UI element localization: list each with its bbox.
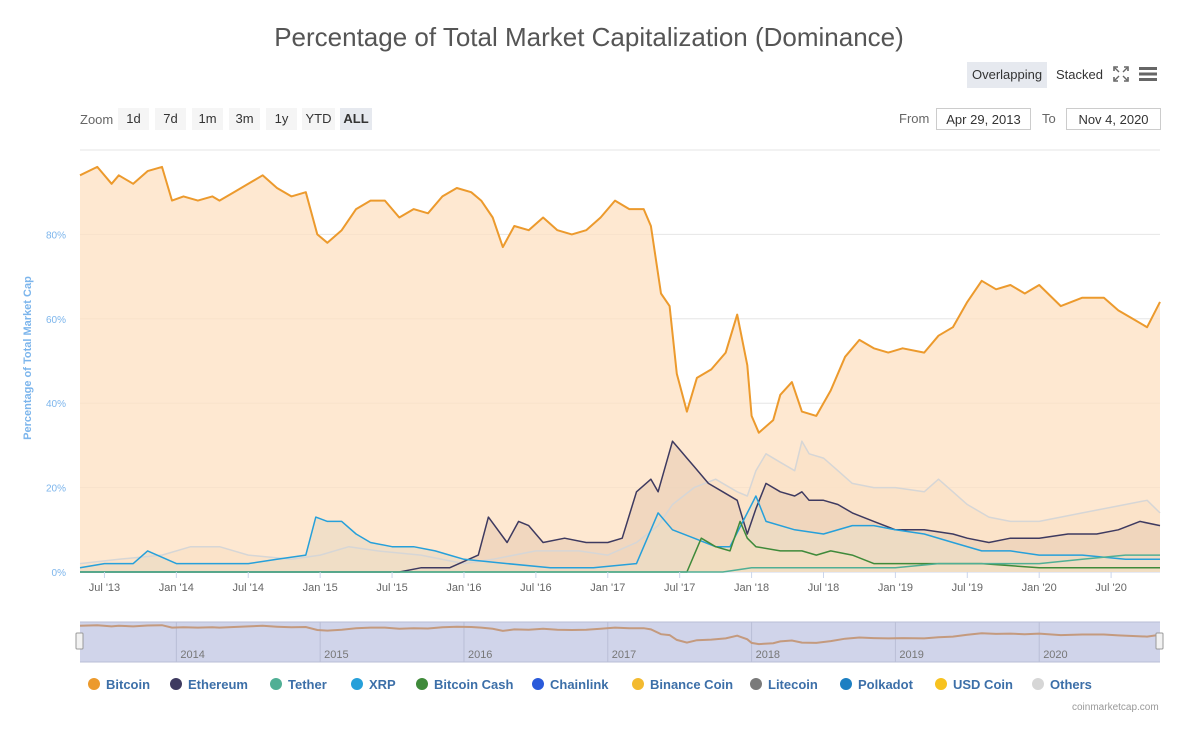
- legend-dot-icon: [532, 678, 544, 690]
- zoom-3m-button[interactable]: 3m: [229, 108, 260, 130]
- navigator-year-label: 2016: [468, 649, 492, 661]
- others-line: [79, 440, 1161, 565]
- legend-label: USD Coin: [953, 677, 1013, 692]
- navigator-left-handle[interactable]: [75, 632, 84, 650]
- legend-dot-icon: [270, 678, 282, 690]
- navigator-year-label: 2019: [899, 649, 923, 661]
- legend-label: XRP: [369, 677, 396, 692]
- zoom-label: Zoom: [80, 112, 114, 127]
- y-tick-label: 20%: [46, 484, 66, 495]
- x-tick-label: Jul '16: [520, 582, 551, 594]
- y-tick-label: 60%: [46, 315, 66, 326]
- legend-label: Bitcoin Cash: [434, 677, 514, 692]
- legend-label: Tether: [288, 677, 327, 692]
- bitcoin-area: [80, 166, 1160, 572]
- navigator-year-label: 2020: [1043, 649, 1067, 661]
- x-tick-label: Jan '15: [303, 582, 338, 594]
- x-tick-label: Jan '16: [446, 582, 481, 594]
- source-credit[interactable]: coinmarketcap.com: [1072, 702, 1159, 713]
- zoom-all-button[interactable]: ALL: [340, 108, 372, 130]
- xrp-line: [79, 495, 1160, 569]
- series-areas: [80, 166, 1160, 572]
- y-axis-ticks: 0% 20% 40% 60% 80%: [46, 230, 66, 579]
- y-axis-title: Percentage of Total Market Cap: [22, 276, 34, 440]
- x-tick-label: Jan '17: [590, 582, 625, 594]
- legend-label: Litecoin: [768, 677, 818, 692]
- legend-item-others[interactable]: Others: [1032, 677, 1092, 692]
- legend-label: Ethereum: [188, 677, 248, 692]
- range-navigator[interactable]: 2014 2015 2016 2017 2018 2019 2020: [0, 620, 1192, 670]
- x-tick-label: Jan '14: [159, 582, 194, 594]
- legend-item-bitcoin[interactable]: Bitcoin: [88, 677, 150, 692]
- legend-item-binance-coin[interactable]: Binance Coin: [632, 677, 733, 692]
- ethereum-line: [80, 440, 1161, 573]
- legend-item-chainlink[interactable]: Chainlink: [532, 677, 609, 692]
- navigator-year-label: 2018: [756, 649, 780, 661]
- legend-label: Bitcoin: [106, 677, 151, 692]
- navigator-year-label: 2017: [612, 649, 636, 661]
- x-tick-label: Jul '14: [233, 582, 264, 594]
- legend-label: Polkadot: [858, 677, 913, 692]
- legend-item-bitcoin-cash[interactable]: Bitcoin Cash: [416, 677, 513, 692]
- x-axis-ticks: Jul '13 Jan '14 Jul '14 Jan '15 Jul '15 Jan '…: [89, 572, 1127, 594]
- legend-item-ethereum[interactable]: Ethereum: [170, 677, 248, 692]
- navigator-year-label: 2014: [180, 649, 204, 661]
- series-lines: [79, 165, 1161, 573]
- legend-dot-icon: [1032, 678, 1044, 690]
- zoom-1d-button[interactable]: 1d: [118, 108, 149, 130]
- navigator-year-label: 2015: [324, 649, 348, 661]
- x-tick-label: Jul '18: [808, 582, 839, 594]
- from-date-input[interactable]: Apr 29, 2013: [936, 108, 1031, 130]
- legend-dot-icon: [416, 678, 428, 690]
- navigator-years: 2014 2015 2016 2017 2018 2019 2020: [175, 622, 1068, 662]
- legend-dot-icon: [632, 678, 644, 690]
- x-tick-label: Jan '20: [1022, 582, 1057, 594]
- tether-line: [80, 554, 1160, 573]
- navigator-bitcoin-line: [79, 624, 1161, 646]
- legend-dot-icon: [750, 678, 762, 690]
- zoom-1m-button[interactable]: 1m: [192, 108, 223, 130]
- to-date-input[interactable]: Nov 4, 2020: [1066, 108, 1161, 130]
- x-tick-label: Jul '17: [664, 582, 695, 594]
- legend-item-polkadot[interactable]: Polkadot: [840, 677, 913, 692]
- legend-dot-icon: [935, 678, 947, 690]
- x-tick-label: Jan '18: [734, 582, 769, 594]
- legend-dot-icon: [170, 678, 182, 690]
- zoom-ytd-button[interactable]: YTD: [302, 108, 335, 130]
- from-label: From: [899, 111, 930, 126]
- chart-title: Percentage of Total Market Capitalizatio…: [274, 22, 904, 52]
- legend-label: Chainlink: [550, 677, 609, 692]
- zoom-7d-button[interactable]: 7d: [155, 108, 186, 130]
- hamburger-menu-icon[interactable]: [1138, 67, 1158, 81]
- legend-item-usd-coin[interactable]: USD Coin: [935, 677, 1013, 692]
- y-tick-label: 40%: [46, 399, 66, 410]
- y-tick-label: 80%: [46, 230, 66, 241]
- legend-item-tether[interactable]: Tether: [270, 677, 327, 692]
- legend-item-xrp[interactable]: XRP: [351, 677, 396, 692]
- fullscreen-icon[interactable]: [1113, 66, 1129, 82]
- legend-dot-icon: [88, 678, 100, 690]
- legend-item-litecoin[interactable]: Litecoin: [750, 677, 818, 692]
- x-tick-label: Jan '19: [878, 582, 913, 594]
- y-tick-label: 0%: [52, 568, 67, 579]
- legend-dot-icon: [351, 678, 363, 690]
- x-tick-label: Jul '19: [952, 582, 983, 594]
- legend-dot-icon: [840, 678, 852, 690]
- x-tick-label: Jul '20: [1095, 582, 1126, 594]
- legend-label: Binance Coin: [650, 677, 734, 692]
- overlapping-button[interactable]: Overlapping: [967, 62, 1048, 88]
- x-tick-label: Jul '15: [376, 582, 407, 594]
- bitcoin-line: [79, 165, 1161, 434]
- zoom-1y-button[interactable]: 1y: [266, 108, 297, 130]
- legend-label: Others: [1050, 677, 1092, 692]
- to-label: To: [1042, 111, 1056, 126]
- x-tick-label: Jul '13: [89, 582, 120, 594]
- stacked-button[interactable]: Stacked: [1056, 67, 1103, 82]
- dominance-chart: 0% 20% 40% 60% 80% Jul '13 Jan '14 Jul '14 Jan …: [22, 149, 1161, 594]
- navigator-right-handle[interactable]: [1155, 632, 1164, 650]
